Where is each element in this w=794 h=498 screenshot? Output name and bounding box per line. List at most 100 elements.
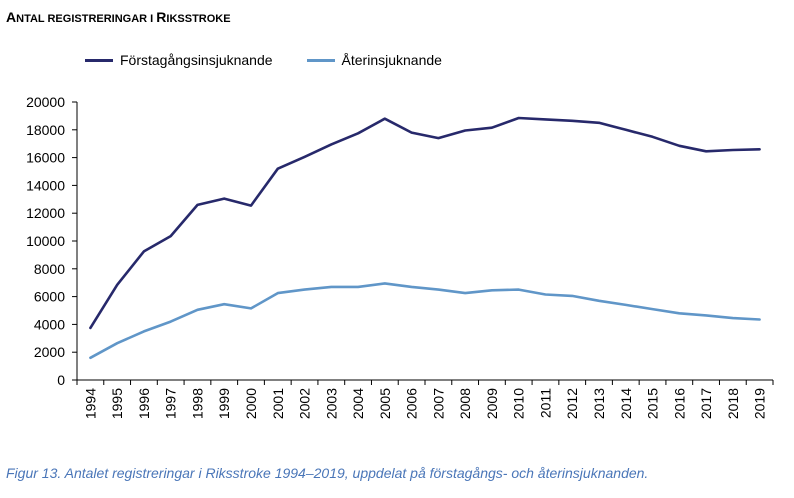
- x-tick-label: 2009: [484, 388, 500, 419]
- data-point-series-1: [277, 168, 279, 170]
- data-point-series-2: [197, 309, 199, 311]
- data-point-series-1: [652, 136, 654, 138]
- x-tick-label: 2003: [323, 388, 339, 419]
- data-point-series-1: [759, 148, 761, 150]
- x-tick-label: 2004: [350, 388, 366, 419]
- x-tick-label: 2013: [591, 388, 607, 419]
- data-point-series-1: [384, 118, 386, 120]
- data-point-series-1: [679, 145, 681, 147]
- data-point-series-1: [170, 235, 172, 237]
- data-point-series-2: [331, 286, 333, 288]
- data-point-series-2: [223, 303, 225, 305]
- x-tick-label: 1995: [109, 388, 125, 419]
- data-point-series-2: [759, 319, 761, 321]
- data-point-series-2: [705, 315, 707, 317]
- legend-item-series-2: Återinsjuknande: [306, 52, 442, 68]
- data-point-series-2: [652, 308, 654, 310]
- legend-label-series-2: Återinsjuknande: [341, 52, 442, 68]
- data-point-series-1: [411, 132, 413, 134]
- x-tick-label: 1997: [163, 388, 179, 419]
- y-tick-label: 8000: [34, 261, 65, 277]
- y-tick-label: 2000: [34, 344, 65, 360]
- data-point-series-1: [331, 144, 333, 146]
- data-point-series-1: [143, 251, 145, 253]
- data-point-series-1: [116, 284, 118, 286]
- data-point-series-1: [464, 130, 466, 132]
- series-line-2: [89, 282, 761, 360]
- x-tick-label: 1994: [82, 388, 98, 419]
- y-tick-label: 18000: [26, 122, 65, 138]
- data-point-series-1: [518, 117, 520, 119]
- y-tick-label: 6000: [34, 289, 65, 305]
- x-tick-label: 1999: [216, 388, 232, 419]
- data-point-series-2: [438, 289, 440, 291]
- data-point-series-2: [90, 357, 92, 359]
- data-point-series-2: [625, 304, 627, 306]
- y-tick-label: 14000: [26, 177, 65, 193]
- x-tick-label: 2014: [618, 388, 634, 419]
- data-point-series-1: [491, 127, 493, 129]
- y-tick-label: 20000: [26, 94, 65, 110]
- x-tick-label: 2006: [404, 388, 420, 419]
- legend-swatch-series-1: [85, 58, 113, 62]
- data-point-series-1: [304, 156, 306, 158]
- legend-swatch-series-2: [306, 58, 335, 62]
- data-point-series-2: [411, 286, 413, 288]
- series-line-1: [89, 116, 761, 330]
- x-tick-label: 2010: [511, 388, 527, 419]
- data-point-series-1: [598, 122, 600, 124]
- data-point-series-2: [384, 283, 386, 285]
- data-point-series-1: [90, 327, 92, 329]
- data-point-series-1: [732, 149, 734, 151]
- data-point-series-2: [732, 317, 734, 319]
- data-point-series-2: [250, 308, 252, 310]
- x-tick-label: 2005: [377, 388, 393, 419]
- data-point-series-1: [705, 151, 707, 153]
- data-point-series-2: [679, 312, 681, 314]
- x-tick-label: 1998: [189, 388, 205, 419]
- data-point-series-1: [625, 129, 627, 131]
- data-point-series-2: [571, 295, 573, 297]
- x-tick-label: 2019: [752, 388, 768, 419]
- data-point-series-2: [357, 286, 359, 288]
- x-tick-label: 2015: [645, 388, 661, 419]
- data-point-series-2: [143, 331, 145, 333]
- y-tick-label: 10000: [26, 233, 65, 249]
- line-chart: 0 2000 4000 6000 8000 10000 12000 14000 16000 180…: [26, 94, 774, 419]
- data-point-series-2: [518, 289, 520, 291]
- chart-title: Antal registreringar i Riksstroke: [6, 9, 231, 27]
- y-tick-label: 12000: [26, 205, 65, 221]
- data-point-series-1: [438, 137, 440, 139]
- y-tick-label: 16000: [26, 150, 65, 166]
- data-point-series-2: [545, 294, 547, 296]
- data-point-series-1: [197, 204, 199, 206]
- chart-title-initial-1: A: [6, 9, 17, 25]
- y-tick-label: 4000: [34, 316, 65, 332]
- chart-title-initial-2: R: [156, 9, 167, 25]
- x-tick-label: 2007: [430, 388, 446, 419]
- x-tick-label: 2001: [270, 388, 286, 419]
- x-tick-label: 2002: [297, 388, 313, 419]
- x-tick-label: 1996: [136, 388, 152, 419]
- x-tick-label: 2000: [243, 388, 259, 419]
- chart-legend: Förstagångsinsjuknande Återinsjuknande: [85, 52, 476, 68]
- data-point-series-1: [357, 132, 359, 134]
- chart-title-rest-2: iksstroke: [166, 13, 231, 25]
- data-point-series-2: [277, 292, 279, 294]
- data-point-series-2: [170, 321, 172, 323]
- data-point-series-2: [464, 292, 466, 294]
- legend-item-series-1: Förstagångsinsjuknande: [85, 52, 273, 68]
- x-tick-label: 2011: [537, 388, 553, 418]
- data-point-series-1: [250, 205, 252, 207]
- x-tick-label: 2017: [698, 388, 714, 419]
- chart-title-rest-1: ntal registreringar i: [16, 13, 157, 25]
- x-tick-label: 2012: [564, 388, 580, 419]
- x-tick-label: 2016: [671, 388, 687, 419]
- legend-label-series-1: Förstagångsinsjuknande: [120, 52, 273, 68]
- x-tick-label: 2008: [457, 388, 473, 419]
- data-point-series-2: [491, 290, 493, 292]
- figure-caption: Figur 13. Antalet registreringar i Rikss…: [6, 465, 649, 481]
- data-point-series-2: [598, 300, 600, 302]
- data-point-series-2: [304, 289, 306, 291]
- data-point-series-2: [116, 342, 118, 344]
